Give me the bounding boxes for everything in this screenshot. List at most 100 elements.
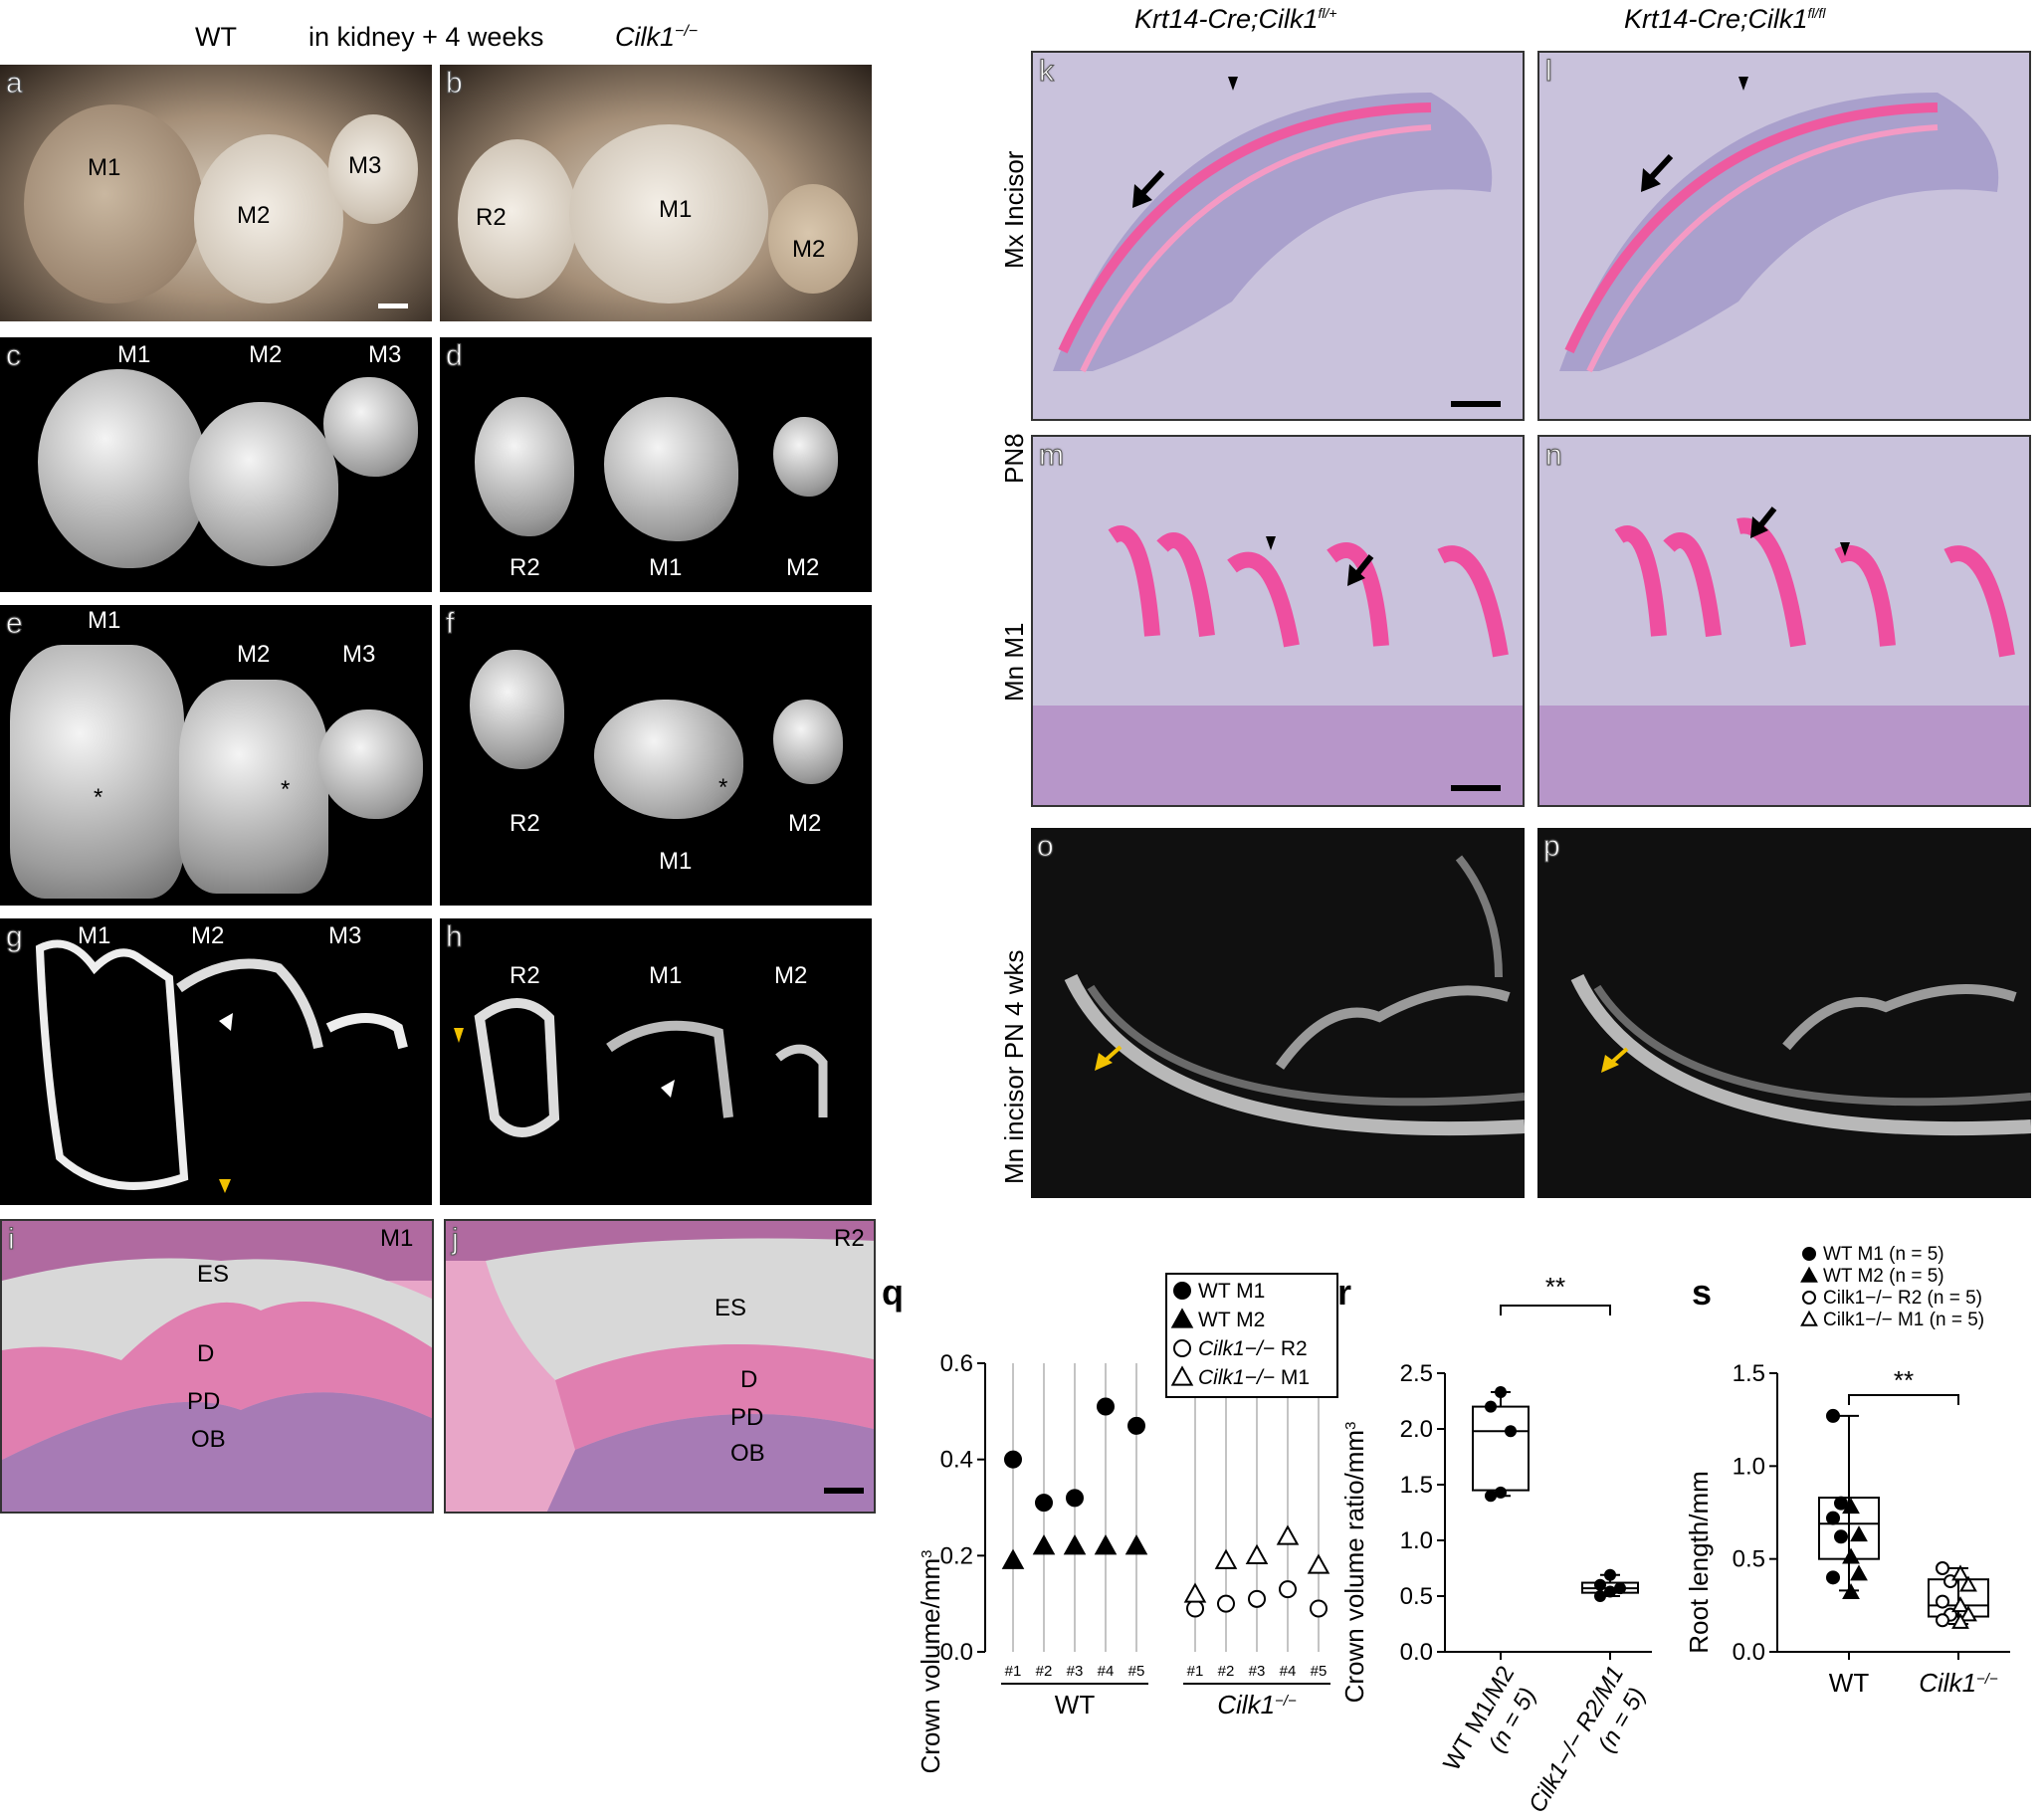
legend-entry-pre: WT <box>1198 1280 1236 1303</box>
label-pd: PD <box>187 1388 221 1415</box>
tooth-m3 <box>328 114 418 224</box>
header-het-sup: fl/+ <box>1318 5 1337 21</box>
legend-entry-name: M2 <box>1236 1309 1265 1331</box>
tooth-m3 <box>323 377 418 477</box>
legend-entry: Cilk1−/− R2 (n = 5) <box>1823 1288 1982 1309</box>
label-m3: M3 <box>368 341 402 368</box>
tooth-m2 <box>194 134 343 303</box>
panel-k-histology: k <box>1031 51 1525 421</box>
header-cko: Krt14-Cre;Cilk1fl/fl <box>1624 4 1825 35</box>
y-tick-label: 0.0 <box>940 1639 973 1666</box>
tooth-m1-outline <box>35 939 189 1190</box>
data-point <box>1248 1589 1266 1608</box>
y-tick-label: 1.0 <box>1733 1453 1765 1480</box>
panel-e-ct: e M1 M2 M3 * * <box>0 605 432 906</box>
panel-d-ct: d R2 M1 M2 <box>440 337 872 592</box>
data-point <box>1276 1524 1300 1545</box>
label-m2: M2 <box>788 810 822 837</box>
data-point <box>1127 1416 1145 1435</box>
panel-l-histology: l <box>1537 51 2031 421</box>
panel-o-letter: o <box>1037 830 1055 864</box>
legend-marker <box>1173 1282 1191 1300</box>
data-point <box>1124 1534 1148 1555</box>
yellow-arrowhead <box>219 1179 231 1193</box>
panel-c-letter: c <box>6 339 22 373</box>
data-point <box>1951 1596 1969 1613</box>
label-m2: M2 <box>237 202 271 229</box>
legend-entry-pre: Cilk1−/− <box>1198 1366 1281 1389</box>
panel-h-drawing <box>454 998 828 1137</box>
data-point <box>1842 1583 1860 1600</box>
sample-label: #2 <box>1218 1663 1235 1680</box>
label-r2: R2 <box>510 810 540 837</box>
data-point <box>1485 1490 1497 1503</box>
label-r2: R2 <box>510 554 540 581</box>
chart-s-letter: s <box>1692 1272 1713 1313</box>
legend-entry: WT M1 (n = 5) <box>1823 1244 1944 1265</box>
chart-s-ylabel: Root length/mm <box>1684 1471 1714 1654</box>
data-point <box>1485 1400 1497 1413</box>
label-es: ES <box>197 1261 230 1288</box>
label-m2: M2 <box>237 641 271 668</box>
header-cko-sup: fl/fl <box>1807 5 1826 21</box>
side-label-mx: Mx Incisor <box>999 150 1029 269</box>
data-point <box>1850 1525 1868 1542</box>
tooth-m2-outline <box>775 1044 828 1117</box>
tooth-m2 <box>179 680 328 894</box>
label-m2: M2 <box>792 236 826 263</box>
legend-entry-pre: WT <box>1198 1309 1236 1331</box>
data-point <box>1097 1397 1115 1416</box>
tooth-m1-outline <box>606 1020 733 1118</box>
label-ob: OB <box>191 1426 226 1453</box>
data-point <box>1834 1496 1848 1511</box>
label-ob: OB <box>730 1440 765 1467</box>
sample-label: #1 <box>1187 1663 1204 1680</box>
side-label-mn-incisor: Mn incisor PN 4 wks <box>999 949 1029 1185</box>
data-point <box>1183 1582 1207 1603</box>
legend-entry-name: R2 <box>1281 1337 1308 1360</box>
significance-bracket <box>1500 1305 1611 1315</box>
header-ko-sup: −/− <box>675 23 699 40</box>
label-m1: M1 <box>649 554 683 581</box>
x-category-label: Cilk1−/− R2/M1(n = 5) <box>1524 1662 1651 1818</box>
data-point <box>1826 1511 1840 1525</box>
chart-r-ylabel: Crown volume ratio/mm3 <box>1339 1422 1369 1704</box>
data-point <box>1495 1486 1507 1499</box>
x-category-label: WT <box>1829 1668 1870 1698</box>
label-m3: M3 <box>348 152 382 179</box>
legend-marker <box>1173 1339 1191 1357</box>
header-het-text: Krt14-Cre;Cilk1 <box>1134 4 1319 34</box>
significance-bracket <box>1848 1394 1959 1405</box>
panel-m-drawing <box>1033 525 1523 805</box>
panel-k-letter: k <box>1039 55 1055 89</box>
data-point <box>1032 1534 1056 1555</box>
chart-r: Crown volume ratio/mm3 0.0 0.5 1.0 1.5 2.0 2.… <box>1339 1272 1652 1818</box>
sample-label: #4 <box>1280 1663 1297 1680</box>
label-r2: R2 <box>476 204 507 231</box>
label-m1: M1 <box>88 154 121 181</box>
data-point <box>1850 1564 1868 1581</box>
data-point <box>1495 1386 1507 1399</box>
arrowhead-marker <box>219 1013 233 1031</box>
data-point <box>1826 1570 1840 1585</box>
data-point <box>1842 1547 1860 1564</box>
data-point <box>1004 1450 1022 1469</box>
label-m1: M1 <box>117 341 151 368</box>
header-wt: WT <box>195 22 237 52</box>
data-point <box>1594 1590 1606 1602</box>
legend-marker <box>1802 1247 1816 1261</box>
group-label-ko-sup: −/− <box>1275 1693 1297 1710</box>
tooth-r2 <box>458 139 577 299</box>
panel-b-photo: b R2 M1 M2 <box>440 65 872 321</box>
y-tick-label: 2.5 <box>1400 1360 1433 1387</box>
scale-bar <box>378 303 408 308</box>
panel-n-letter: n <box>1545 439 1563 473</box>
label-d: D <box>740 1366 758 1393</box>
label-r2: R2 <box>510 962 540 989</box>
data-point <box>1214 1548 1238 1569</box>
data-point <box>1604 1585 1616 1598</box>
data-point <box>1834 1529 1848 1544</box>
chart-q: 0.0 0.2 0.4 0.6 #1 #2 #3 #4 #5 #1 #2 #3 #4 #5 WT Cilk1−… <box>916 1273 1338 1774</box>
data-point <box>1936 1594 1949 1609</box>
panel-b-letter: b <box>446 67 464 101</box>
